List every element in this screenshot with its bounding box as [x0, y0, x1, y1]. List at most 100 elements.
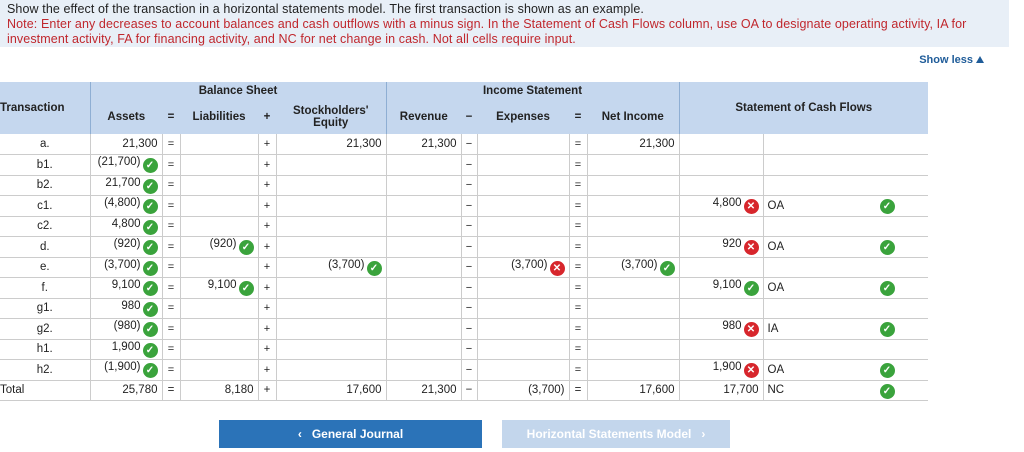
stockholders-equity-cell[interactable]: [275, 216, 386, 237]
assets-cell[interactable]: 980 ✓: [89, 298, 162, 319]
cash-flow-activity-cell[interactable]: OA: [762, 277, 844, 299]
net-income-cell[interactable]: [586, 216, 679, 237]
assets-cell[interactable]: (3,700) ✓: [89, 257, 162, 278]
assets-cell[interactable]: (920) ✓: [89, 236, 162, 258]
assets-cell[interactable]: (980) ✓: [89, 318, 162, 340]
expenses-cell[interactable]: [476, 318, 569, 340]
cash-flow-amount-cell[interactable]: 4,800 ✕: [678, 195, 763, 217]
cash-flow-activity-cell[interactable]: [762, 339, 844, 360]
assets-cell[interactable]: 9,100 ✓: [89, 277, 162, 299]
cash-flow-activity-cell[interactable]: OA: [762, 195, 844, 217]
horizontal-statements-button[interactable]: Horizontal Statements Model ›: [502, 420, 730, 448]
assets-cell[interactable]: (21,700) ✓: [89, 154, 162, 176]
cash-flow-amount-cell[interactable]: [678, 134, 763, 155]
revenue-cell[interactable]: [385, 277, 461, 299]
liabilities-cell[interactable]: [179, 359, 258, 381]
revenue-cell[interactable]: [385, 298, 461, 319]
expenses-cell[interactable]: [476, 134, 569, 155]
revenue-cell[interactable]: [385, 339, 461, 360]
expenses-cell[interactable]: (3,700) ✕: [476, 257, 569, 278]
assets-cell[interactable]: 21,700 ✓: [89, 175, 162, 196]
total-activity-cell[interactable]: NC: [762, 380, 844, 401]
expenses-cell[interactable]: [476, 359, 569, 381]
cash-flow-activity-cell[interactable]: IA: [762, 318, 844, 340]
expenses-cell[interactable]: [476, 298, 569, 319]
revenue-cell[interactable]: [385, 257, 461, 278]
net-income-cell[interactable]: [586, 277, 679, 299]
stockholders-equity-cell[interactable]: [275, 298, 386, 319]
cash-flow-activity-cell[interactable]: [762, 298, 844, 319]
cash-flow-amount-cell[interactable]: [678, 298, 763, 319]
expenses-cell[interactable]: [476, 175, 569, 196]
net-income-cell[interactable]: [586, 298, 679, 319]
stockholders-equity-cell[interactable]: [275, 339, 386, 360]
expenses-cell[interactable]: [476, 154, 569, 176]
revenue-cell[interactable]: [385, 175, 461, 196]
net-income-cell[interactable]: [586, 318, 679, 340]
cash-flow-activity-cell[interactable]: [762, 175, 844, 196]
assets-cell[interactable]: (1,900) ✓: [89, 359, 162, 381]
revenue-cell[interactable]: 21,300: [385, 134, 461, 155]
liabilities-cell[interactable]: [179, 339, 258, 360]
liabilities-cell[interactable]: [179, 257, 258, 278]
cash-flow-amount-cell[interactable]: 1,900 ✕: [678, 359, 763, 381]
net-income-cell[interactable]: [586, 236, 679, 258]
net-income-cell[interactable]: [586, 359, 679, 381]
net-income-cell[interactable]: [586, 339, 679, 360]
expenses-cell[interactable]: [476, 236, 569, 258]
liabilities-cell[interactable]: 9,100 ✓: [179, 277, 258, 299]
revenue-cell[interactable]: [385, 359, 461, 381]
net-income-cell[interactable]: 21,300: [586, 134, 679, 155]
cash-flow-amount-cell[interactable]: [678, 339, 763, 360]
stockholders-equity-cell[interactable]: [275, 154, 386, 176]
cash-flow-activity-cell[interactable]: [762, 257, 844, 278]
stockholders-equity-cell[interactable]: [275, 195, 386, 217]
liabilities-cell[interactable]: [179, 318, 258, 340]
cash-flow-activity-cell[interactable]: OA: [762, 236, 844, 258]
assets-cell[interactable]: 21,300: [89, 134, 162, 155]
stockholders-equity-cell[interactable]: [275, 277, 386, 299]
cash-flow-activity-cell[interactable]: [762, 154, 844, 176]
cash-flow-activity-cell[interactable]: [762, 216, 844, 237]
liabilities-cell[interactable]: [179, 134, 258, 155]
cash-flow-activity-cell[interactable]: [762, 134, 844, 155]
general-journal-button[interactable]: ‹ General Journal: [219, 420, 482, 448]
stockholders-equity-cell[interactable]: [275, 175, 386, 196]
revenue-cell[interactable]: [385, 195, 461, 217]
expenses-cell[interactable]: [476, 216, 569, 237]
cash-flow-amount-cell[interactable]: [678, 216, 763, 237]
revenue-cell[interactable]: [385, 216, 461, 237]
liabilities-cell[interactable]: [179, 175, 258, 196]
cash-flow-amount-cell[interactable]: 920 ✕: [678, 236, 763, 258]
cash-flow-amount-cell[interactable]: [678, 257, 763, 278]
expenses-cell[interactable]: [476, 277, 569, 299]
revenue-cell[interactable]: [385, 154, 461, 176]
liabilities-cell[interactable]: [179, 154, 258, 176]
assets-cell[interactable]: 1,900 ✓: [89, 339, 162, 360]
stockholders-equity-cell[interactable]: [275, 318, 386, 340]
liabilities-cell[interactable]: [179, 298, 258, 319]
net-income-cell[interactable]: [586, 175, 679, 196]
liabilities-cell[interactable]: [179, 195, 258, 217]
net-income-cell[interactable]: [586, 195, 679, 217]
show-less-link[interactable]: Show less: [919, 54, 984, 66]
net-income-cell[interactable]: [586, 154, 679, 176]
cash-flow-amount-cell[interactable]: 980 ✕: [678, 318, 763, 340]
revenue-cell[interactable]: [385, 318, 461, 340]
cash-flow-amount-cell[interactable]: [678, 175, 763, 196]
cash-flow-amount-cell[interactable]: 9,100 ✓: [678, 277, 763, 299]
net-income-cell[interactable]: (3,700) ✓: [586, 257, 679, 278]
cash-flow-amount-cell[interactable]: [678, 154, 763, 176]
stockholders-equity-cell[interactable]: 21,300: [275, 134, 386, 155]
stockholders-equity-cell[interactable]: [275, 359, 386, 381]
liabilities-cell[interactable]: [179, 216, 258, 237]
expenses-cell[interactable]: [476, 339, 569, 360]
cash-flow-activity-cell[interactable]: OA: [762, 359, 844, 381]
stockholders-equity-cell[interactable]: (3,700) ✓: [275, 257, 386, 278]
liabilities-cell[interactable]: (920) ✓: [179, 236, 258, 258]
stockholders-equity-cell[interactable]: [275, 236, 386, 258]
revenue-cell[interactable]: [385, 236, 461, 258]
expenses-cell[interactable]: [476, 195, 569, 217]
assets-cell[interactable]: 4,800 ✓: [89, 216, 162, 237]
assets-cell[interactable]: (4,800) ✓: [89, 195, 162, 217]
